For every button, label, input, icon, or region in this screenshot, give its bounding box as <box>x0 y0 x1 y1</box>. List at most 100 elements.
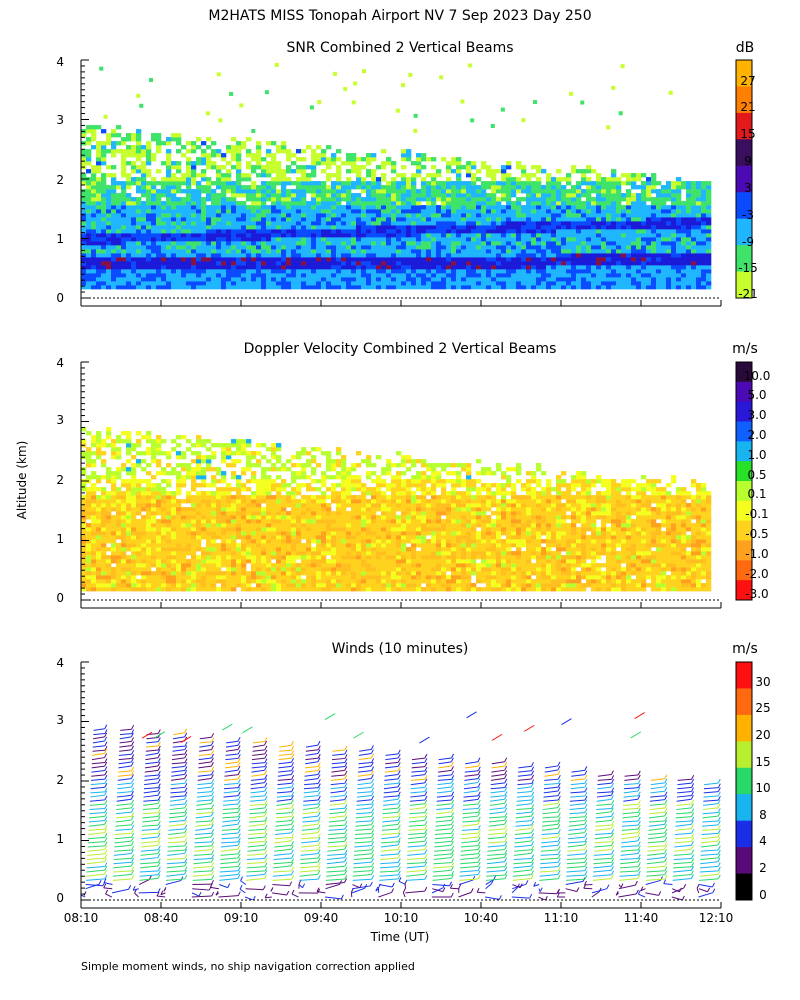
heatmap-cell <box>201 587 207 592</box>
heatmap-cell <box>181 475 187 480</box>
heatmap-cell <box>351 265 357 270</box>
heatmap-cell <box>396 273 402 278</box>
heatmap-cell <box>156 507 162 512</box>
heatmap-cell <box>206 551 212 556</box>
heatmap-cell <box>91 269 97 274</box>
heatmap-cell <box>556 217 562 222</box>
heatmap-cell <box>291 249 297 254</box>
heatmap-cell <box>111 571 117 576</box>
heatmap-cell <box>351 201 357 206</box>
heatmap-cell <box>121 157 127 162</box>
heatmap-cell <box>196 181 202 186</box>
heatmap-cell <box>191 547 197 552</box>
heatmap-cell <box>211 583 217 588</box>
heatmap-cell <box>581 277 587 282</box>
heatmap-cell <box>101 265 107 270</box>
heatmap-cell <box>166 229 172 234</box>
heatmap-cell <box>706 269 712 274</box>
heatmap-cell <box>666 273 672 278</box>
heatmap-cell <box>116 205 122 210</box>
heatmap-cell <box>651 173 657 178</box>
heatmap-cell <box>506 281 512 286</box>
heatmap-cell <box>111 213 117 218</box>
heatmap-cell <box>281 209 287 214</box>
heatmap-cell <box>571 213 577 218</box>
heatmap-cell <box>181 197 187 202</box>
heatmap-cell <box>301 185 307 190</box>
heatmap-cell <box>281 221 287 226</box>
heatmap-cell <box>191 229 197 234</box>
heatmap-cell <box>236 499 242 504</box>
colorbar-label: 21 <box>740 100 755 114</box>
heatmap-cell <box>706 225 712 230</box>
heatmap-cell <box>171 471 177 476</box>
heatmap-cell <box>81 555 87 560</box>
heatmap-cell <box>221 583 227 588</box>
heatmap-cell <box>596 261 602 266</box>
heatmap-cell <box>701 233 707 238</box>
heatmap-cell <box>141 189 147 194</box>
heatmap-cell <box>296 201 302 206</box>
heatmap-cell <box>181 451 187 456</box>
heatmap-cell <box>426 277 432 282</box>
heatmap-cell <box>311 249 317 254</box>
heatmap-cell <box>521 225 527 230</box>
heatmap-cell <box>181 269 187 274</box>
heatmap-cell <box>566 173 572 178</box>
heatmap-cell <box>361 205 367 210</box>
heatmap-cell <box>701 229 707 234</box>
heatmap-cell <box>191 471 197 476</box>
heatmap-cell <box>151 543 157 548</box>
heatmap-cell <box>146 495 152 500</box>
heatmap-cell <box>476 233 482 238</box>
heatmap-cell <box>261 277 267 282</box>
heatmap-cell <box>121 499 127 504</box>
heatmap-cell <box>221 519 227 524</box>
heatmap-cell <box>301 265 307 270</box>
heatmap-cell <box>136 507 142 512</box>
heatmap-cell <box>251 153 257 158</box>
heatmap-cell <box>256 253 262 258</box>
heatmap-cell <box>181 559 187 564</box>
heatmap-cell <box>126 487 132 492</box>
heatmap-cell <box>436 185 442 190</box>
heatmap-cell <box>106 435 112 440</box>
heatmap-cell <box>246 245 252 250</box>
heatmap-cell <box>191 193 197 198</box>
heatmap-cell <box>176 579 182 584</box>
heatmap-cell <box>166 225 172 230</box>
heatmap-cell <box>621 213 627 218</box>
heatmap-cell <box>626 221 632 226</box>
heatmap-cell <box>256 213 262 218</box>
heatmap-cell <box>211 511 217 516</box>
heatmap-cell <box>606 225 612 230</box>
heatmap-cell <box>166 189 172 194</box>
heatmap-cell <box>236 233 242 238</box>
heatmap-cell <box>151 531 157 536</box>
heatmap-cell <box>641 189 647 194</box>
heatmap-cell <box>266 221 272 226</box>
heatmap-cell <box>246 213 252 218</box>
heatmap-cell <box>256 209 262 214</box>
heatmap-cell <box>506 261 512 266</box>
heatmap-cell <box>131 571 137 576</box>
heatmap-cell <box>236 579 242 584</box>
heatmap-cell <box>616 277 622 282</box>
heatmap-cell <box>191 213 197 218</box>
heatmap-cell <box>601 213 607 218</box>
heatmap-cell <box>471 253 477 258</box>
heatmap-cell <box>191 535 197 540</box>
heatmap-cell <box>561 193 567 198</box>
heatmap-cell <box>621 193 627 198</box>
heatmap-cell <box>91 531 97 536</box>
heatmap-cell <box>441 237 447 242</box>
heatmap-cell <box>81 261 87 266</box>
heatmap-cell <box>236 261 242 266</box>
heatmap-cell <box>316 281 322 286</box>
heatmap-cell <box>136 431 142 436</box>
heatmap-cell <box>456 237 462 242</box>
heatmap-cell <box>91 181 97 186</box>
heatmap-cell <box>321 225 327 230</box>
heatmap-cell <box>136 129 142 134</box>
heatmap-cell <box>676 237 682 242</box>
